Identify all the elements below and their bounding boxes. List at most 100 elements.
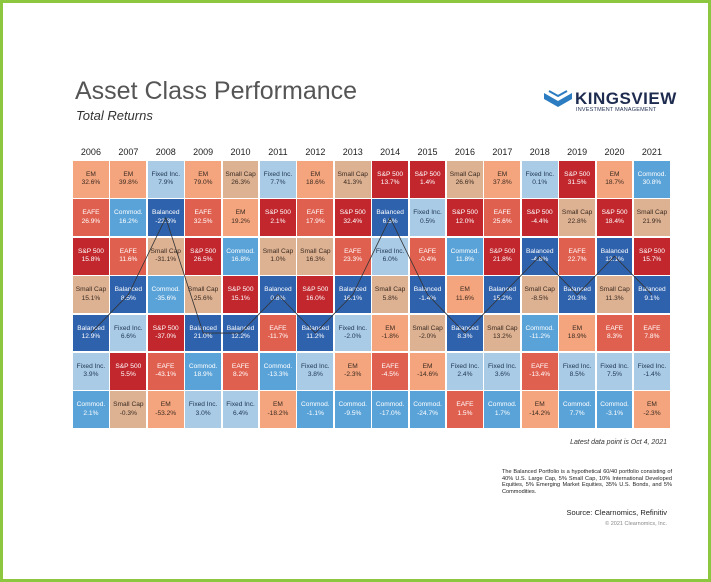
cell: EAFE -0.4%: [409, 237, 446, 275]
cell-value: 8.2%: [233, 371, 249, 379]
cell-label: Small Cap: [636, 209, 668, 217]
cell-value: 2.1%: [83, 409, 99, 417]
cell: Balanced -4.8%: [521, 237, 558, 275]
cell: S&P 500 12.0%: [447, 199, 483, 237]
cell-value: 12.2%: [231, 333, 250, 341]
cell-label: Fixed Inc.: [525, 170, 555, 178]
year-header: 2013: [342, 147, 363, 157]
cell-value: 0.5%: [420, 217, 436, 225]
cell: EAFE -43.1%: [147, 353, 184, 390]
cell-label: Fixed Inc.: [263, 170, 293, 178]
cell: Small Cap -0.3%: [110, 391, 147, 429]
cell: Commod. 7.7%: [559, 391, 596, 429]
cell: S&P 500 -37.0%: [147, 314, 184, 352]
cell: Commod. -1.1%: [297, 391, 334, 429]
cell-label: Commod.: [525, 324, 555, 332]
cell: EAFE -11.7%: [260, 314, 296, 352]
cell-value: 6.5%: [382, 217, 398, 225]
cell: S&P 500 15.7%: [634, 237, 670, 275]
cell: EAFE -13.4%: [521, 353, 558, 390]
latest-note: Latest data point is Oct 4, 2021: [570, 439, 667, 446]
cell-value: 7.8%: [644, 333, 660, 341]
cell-value: -4.8%: [531, 256, 549, 264]
cell: EM 32.6%: [73, 161, 109, 198]
cell-label: Small Cap: [561, 209, 593, 217]
cell-label: Balanced: [338, 286, 367, 294]
cell-label: Balanced: [189, 324, 217, 332]
cell: S&P 500 5.5%: [110, 353, 147, 390]
cell-value: 3.0%: [195, 409, 211, 417]
cell: Commod. -17.0%: [372, 391, 409, 429]
cell-label: Balanced: [451, 324, 479, 332]
cell-value: 79.0%: [193, 179, 213, 187]
cell-label: Small Cap: [75, 286, 107, 294]
cell: EAFE 23.3%: [334, 237, 371, 275]
cell: Commod. -3.1%: [596, 391, 633, 429]
cell: Commod. 16.2%: [110, 199, 147, 237]
cell-value: 16.3%: [305, 256, 325, 264]
cell-value: -0.3%: [119, 409, 137, 417]
cell-label: Commod.: [188, 362, 218, 370]
cell: EM 18.7%: [596, 161, 633, 198]
cell: EAFE 26.9%: [73, 199, 109, 237]
cell-label: EM: [310, 170, 321, 178]
cell-label: Balanced: [226, 324, 255, 332]
cell-label: Commod.: [114, 209, 143, 217]
cell-label: EM: [123, 170, 134, 178]
cell-value: 11.6%: [455, 294, 475, 302]
cell-label: Balanced: [376, 209, 404, 217]
cell-value: 32.4%: [343, 217, 363, 225]
cell: Fixed Inc. -1.4%: [634, 353, 670, 390]
cell: Small Cap 5.8%: [372, 276, 409, 314]
cell: Small Cap 25.6%: [185, 276, 222, 314]
cell-label: EM: [497, 170, 508, 178]
cell-label: Balanced: [413, 286, 442, 294]
cell: S&P 500 21.8%: [484, 237, 521, 275]
year-header: 2014: [380, 147, 401, 157]
cell-label: S&P 500: [451, 209, 478, 217]
cell-label: Small Cap: [262, 247, 294, 255]
cell-value: 15.7%: [642, 256, 662, 264]
cell: Commod. 11.8%: [447, 237, 483, 275]
cell-label: Commod.: [76, 401, 106, 409]
cell-label: Balanced: [301, 324, 330, 332]
cell-value: 22.8%: [567, 217, 587, 225]
cell-label: Balanced: [488, 286, 517, 294]
cell: Balanced 15.2%: [484, 276, 521, 314]
cell-label: Commod.: [450, 247, 480, 255]
cell-label: S&P 500: [339, 209, 366, 217]
cell: S&P 500 15.8%: [73, 237, 109, 275]
year-header: 2010: [230, 147, 251, 157]
cell: EM 18.9%: [559, 314, 596, 352]
cell-value: -53.2%: [155, 409, 177, 417]
cell-label: Commod.: [226, 247, 255, 255]
cell-value: 7.7%: [569, 409, 585, 417]
cell-label: Commod.: [562, 401, 592, 409]
cell: S&P 500 26.5%: [185, 237, 222, 275]
cell-label: S&P 500: [526, 209, 553, 217]
cell-label: EAFE: [418, 247, 437, 255]
cell-value: 0.1%: [532, 179, 548, 187]
cell: Commod. 1.7%: [484, 391, 521, 429]
subtitle: Total Returns: [76, 108, 153, 123]
cell: Fixed Inc. 7.9%: [147, 161, 184, 198]
cell-value: -35.6%: [155, 294, 177, 302]
cell-value: -2.3%: [344, 371, 362, 379]
year-header: 2006: [80, 147, 101, 157]
cell-label: EAFE: [493, 209, 511, 217]
cell: EAFE 25.6%: [484, 199, 521, 237]
cell-value: -1.4%: [418, 294, 437, 302]
cell-value: -43.1%: [155, 371, 177, 379]
cell: Fixed Inc. 0.5%: [409, 199, 446, 237]
cell: Balanced -1.4%: [409, 276, 446, 314]
logo-name: KINGSVIEW: [575, 89, 677, 108]
year-header: 2018: [529, 147, 550, 157]
cell-label: Small Cap: [487, 324, 518, 332]
cell: Commod. 30.8%: [634, 161, 670, 198]
cell: Balanced 0.8%: [260, 276, 296, 314]
cell-value: 16.8%: [231, 256, 250, 264]
cell: EM 79.0%: [185, 161, 222, 198]
cell-label: S&P 500: [152, 324, 179, 332]
cell: Balanced 9.1%: [634, 276, 670, 314]
cell-label: Commod.: [600, 401, 629, 409]
